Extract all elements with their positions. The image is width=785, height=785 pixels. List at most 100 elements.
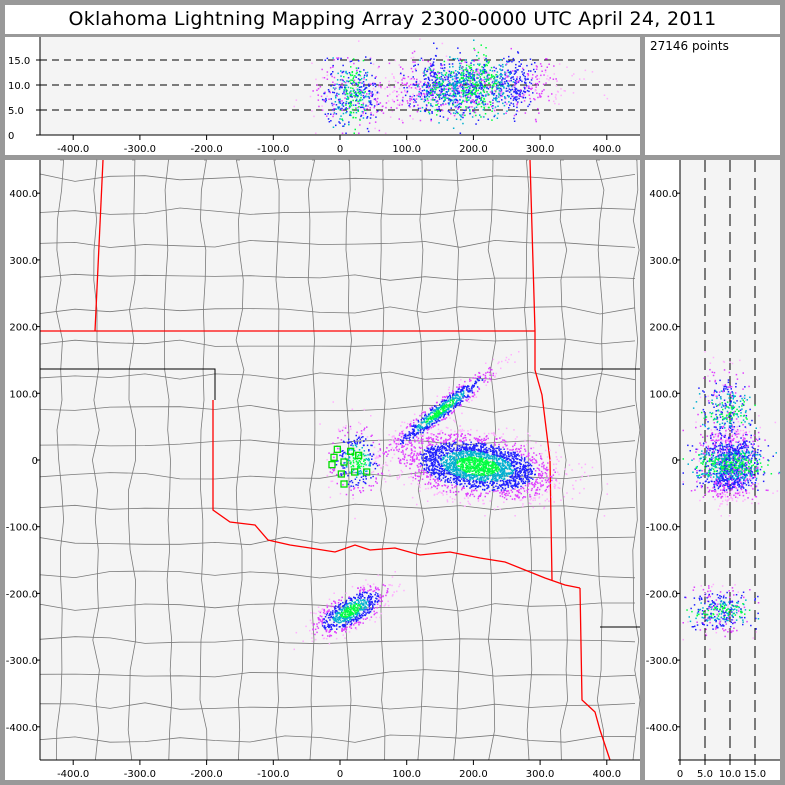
lightning-source [373, 454, 375, 456]
lightning-source [377, 110, 379, 112]
lightning-source [510, 102, 512, 104]
lightning-source [432, 471, 435, 473]
plan-view-plot-area[interactable] [40, 160, 640, 760]
lightning-source [483, 456, 485, 459]
lightning-source [461, 478, 463, 480]
lightning-source [443, 79, 445, 81]
county-line [487, 159, 497, 761]
lightning-source [509, 472, 512, 475]
lightning-source [404, 456, 406, 458]
lightning-source [549, 449, 551, 452]
lightning-source [391, 447, 394, 449]
lightning-source [431, 71, 433, 73]
lightning-source [353, 94, 355, 97]
lightning-source [427, 467, 429, 469]
lightning-source [463, 447, 465, 449]
lightning-source [468, 471, 471, 473]
lightning-source [439, 83, 441, 86]
lightning-source [483, 502, 485, 505]
lightning-source [519, 459, 522, 461]
lightning-source [412, 83, 415, 85]
lightning-source [491, 450, 493, 452]
lightning-source [499, 492, 501, 494]
lightning-source [445, 439, 447, 441]
lightning-source [551, 93, 553, 95]
county-line [559, 159, 569, 761]
lightning-source [526, 443, 528, 446]
lightning-source [452, 84, 455, 86]
lightning-source [473, 83, 476, 85]
lightning-source [430, 464, 433, 467]
lightning-source [400, 451, 403, 453]
lightning-source [477, 500, 480, 502]
lightning-source [507, 460, 509, 463]
lightning-source [391, 110, 394, 113]
lightning-source [408, 85, 410, 87]
lightning-source [447, 84, 449, 87]
lightning-source [330, 113, 332, 115]
lightning-source [397, 81, 399, 84]
lightning-source [478, 453, 480, 455]
lightning-source [360, 114, 363, 117]
lightning-source [495, 438, 497, 440]
lightning-source [456, 458, 458, 461]
lightning-source [426, 91, 428, 93]
lightning-source [530, 477, 532, 479]
lightning-source [511, 455, 514, 457]
lightning-source [382, 112, 385, 114]
lightning-source [511, 462, 513, 464]
lightning-source [512, 465, 515, 468]
lightning-source [508, 101, 510, 103]
lightning-source [503, 457, 505, 459]
lightning-source [477, 72, 480, 75]
lightning-source [491, 455, 494, 458]
lightning-source [391, 73, 393, 75]
lightning-source [508, 91, 511, 93]
lightning-source [485, 60, 488, 62]
lightning-source [468, 459, 470, 461]
lightning-source [453, 439, 455, 442]
lightning-source [437, 99, 440, 102]
lightning-source [501, 456, 503, 458]
lightning-source [458, 447, 461, 450]
lightning-source [428, 93, 430, 95]
lightning-source [493, 77, 495, 80]
lightning-source [519, 65, 521, 67]
lightning-source [486, 469, 489, 472]
lightning-source [447, 468, 449, 471]
lightning-source [520, 456, 523, 458]
lightning-source [470, 64, 472, 67]
lightning-source [343, 81, 345, 83]
lightning-source [501, 477, 503, 480]
lightning-source [472, 461, 474, 464]
lightning-source [420, 93, 423, 95]
lightning-source [364, 95, 366, 98]
lightning-source [418, 85, 420, 88]
lightning-source [560, 499, 562, 501]
lightning-source [476, 73, 478, 75]
lightning-source [418, 83, 420, 85]
lightning-source [541, 452, 543, 455]
lightning-source [363, 76, 365, 78]
lightning-source [538, 488, 541, 491]
lightning-source [425, 74, 427, 76]
lightning-source [507, 490, 510, 492]
lightning-source [485, 72, 487, 74]
lightning-source [497, 112, 499, 115]
lightning-source [538, 93, 541, 95]
lightning-source [479, 63, 481, 65]
lightning-source [462, 88, 464, 90]
lightning-source [358, 435, 361, 437]
lightning-source [455, 433, 458, 435]
lightning-source [503, 96, 506, 98]
lightning-source [436, 472, 439, 474]
lightning-source [479, 71, 482, 73]
lightning-source [501, 69, 504, 71]
lightning-source [444, 76, 446, 79]
lightning-source [451, 473, 453, 476]
lightning-source [478, 57, 480, 60]
lightning-source [352, 111, 355, 114]
lightning-source [477, 85, 479, 87]
lightning-source [513, 117, 515, 120]
lightning-source [539, 473, 541, 475]
